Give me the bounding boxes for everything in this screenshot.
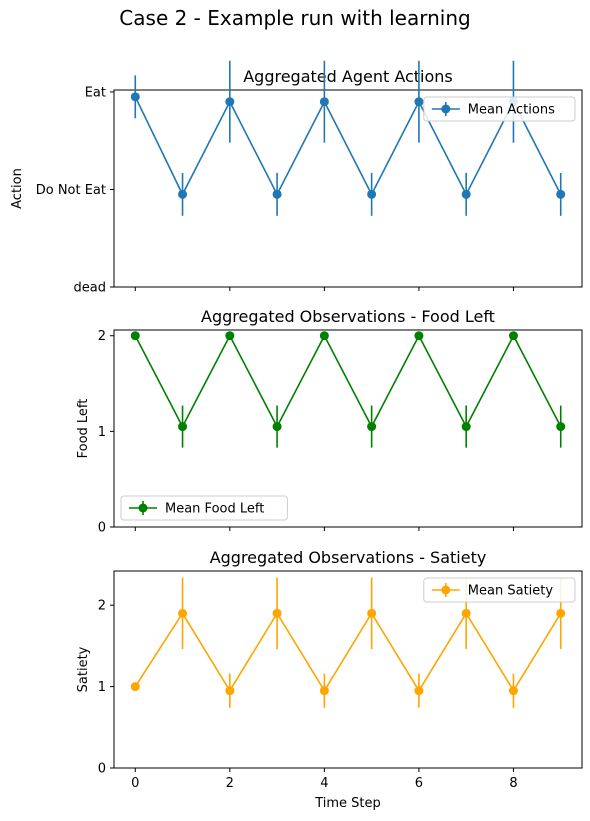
chart1-data-point xyxy=(556,189,566,199)
chart3-ylabel: Satiety xyxy=(76,646,91,692)
chart1-ytick-label: Do Not Eat xyxy=(36,183,106,198)
chart2-series-line xyxy=(134,333,562,429)
chart2-data-point xyxy=(414,331,424,341)
chart1-series-line xyxy=(134,96,562,197)
chart2-data-point xyxy=(178,422,188,432)
chart3-data-point xyxy=(130,682,140,692)
chart3-data-point xyxy=(272,608,282,618)
chart1-data-point xyxy=(461,189,471,199)
chart3-ytick-label: 0 xyxy=(98,762,106,777)
chart3-data-point xyxy=(508,686,518,696)
chart3-legend-box xyxy=(423,577,576,603)
chart1-data-point xyxy=(272,189,282,199)
chart3-legend-marker xyxy=(441,585,451,595)
chart3-data-point xyxy=(556,608,566,618)
chart3-ytick-label: 2 xyxy=(98,599,106,614)
chart2-ytick-label: 2 xyxy=(98,329,106,344)
chart3-legend-label: Mean Satiety xyxy=(468,584,554,599)
chart1-ytick-label: dead xyxy=(74,281,106,296)
chart3-data-point xyxy=(319,686,329,696)
chart1-data-point xyxy=(367,189,377,199)
chart2-axes-frame xyxy=(113,329,583,528)
chart2-data-point xyxy=(319,331,329,341)
chart1-data-point xyxy=(319,97,329,107)
chart3-ytick-label: 1 xyxy=(98,680,106,695)
chart3-series-line xyxy=(134,611,562,693)
chart2-data-point xyxy=(367,422,377,432)
chart3-data-point xyxy=(461,608,471,618)
chart1-data-point xyxy=(225,97,235,107)
chart1-legend-label: Mean Actions xyxy=(468,103,555,118)
chart2-legend-label: Mean Food Left xyxy=(165,502,264,517)
chart2-title: Aggregated Observations - Food Left xyxy=(201,307,495,326)
chart3-data-point xyxy=(225,686,235,696)
chart3-axes-frame xyxy=(113,570,583,769)
chart3-xtick-label: 2 xyxy=(226,776,234,791)
chart2-data-point xyxy=(130,331,140,341)
chart2-ytick-label: 0 xyxy=(98,521,106,536)
figure-title: Case 2 - Example run with learning xyxy=(119,6,471,30)
chart2-legend-marker xyxy=(138,503,148,513)
chart1-data-point xyxy=(414,97,424,107)
chart3-title: Aggregated Observations - Satiety xyxy=(210,548,487,567)
chart1-data-point xyxy=(130,92,140,102)
chart3-data-point xyxy=(367,608,377,618)
chart1-legend-marker xyxy=(441,104,451,114)
chart2-data-point xyxy=(508,331,518,341)
chart3-xtick-label: 4 xyxy=(320,776,328,791)
chart2-legend-box xyxy=(120,495,288,521)
chart3-data-point xyxy=(414,686,424,696)
chart2-ytick-label: 1 xyxy=(98,425,106,440)
chart3-xtick-label: 6 xyxy=(415,776,423,791)
chart3-data-point xyxy=(178,608,188,618)
chart2-data-point xyxy=(272,422,282,432)
chart2-data-point xyxy=(225,331,235,341)
chart3-xtick-label: 8 xyxy=(509,776,517,791)
chart1-title: Aggregated Agent Actions xyxy=(243,67,453,86)
chart2-ylabel: Food Left xyxy=(76,399,91,459)
chart1-axes-frame xyxy=(113,89,583,288)
chart3-xlabel: Time Step xyxy=(314,796,381,811)
chart1-legend-box xyxy=(423,96,576,122)
chart2-data-point xyxy=(556,422,566,432)
chart3-xtick-label: 0 xyxy=(131,776,139,791)
chart1-ytick-label: Eat xyxy=(85,85,106,100)
chart1-ylabel: Action xyxy=(10,168,25,209)
chart1-data-point xyxy=(178,189,188,199)
chart2-data-point xyxy=(461,422,471,432)
